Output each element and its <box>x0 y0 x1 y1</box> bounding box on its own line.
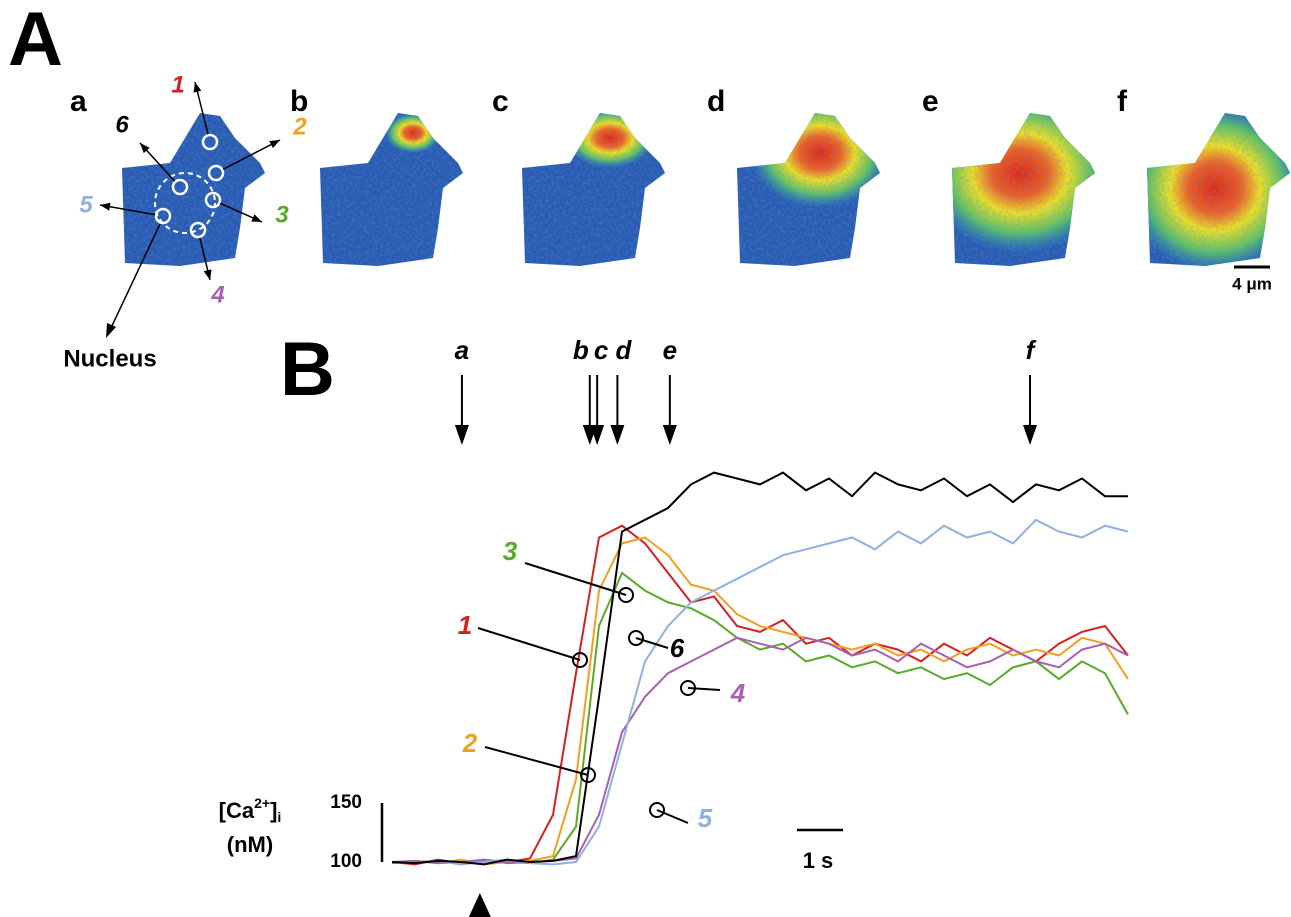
frame-label: c <box>594 335 609 365</box>
callout-line <box>524 562 627 596</box>
callout-line <box>477 627 581 661</box>
trace <box>391 571 1129 866</box>
cell-image <box>122 113 265 266</box>
cell-image <box>1147 113 1290 266</box>
arrow-head <box>193 82 202 93</box>
trace <box>391 518 1129 866</box>
image-label: f <box>1117 85 1128 118</box>
panel-label: B <box>280 327 335 412</box>
speckle <box>122 113 265 266</box>
frame-label: e <box>663 335 677 365</box>
roi-label: 6 <box>115 111 129 138</box>
callout-circle <box>649 802 665 818</box>
callout-circle <box>580 767 596 783</box>
trace <box>391 471 1128 866</box>
callout-circle <box>572 652 588 668</box>
roi-label: 2 <box>292 113 307 140</box>
speckle <box>522 113 665 266</box>
frame-label: b <box>573 335 589 365</box>
y-label-part: i <box>277 809 281 825</box>
arrow-head <box>269 140 280 149</box>
image-label: c <box>492 85 509 118</box>
roi <box>207 164 225 182</box>
image-label: a <box>70 85 87 118</box>
arrow-head <box>610 425 625 445</box>
callout-line <box>656 809 689 824</box>
frame-label: a <box>455 335 469 365</box>
arrow-head <box>106 323 116 338</box>
frame-label: d <box>615 335 632 365</box>
trace <box>391 636 1129 865</box>
image-label: e <box>922 85 939 118</box>
trace <box>391 524 1129 866</box>
cell <box>522 113 665 266</box>
y-label: [Ca2+]i <box>219 795 282 825</box>
cell-image <box>320 113 463 266</box>
roi <box>171 178 189 196</box>
cell <box>737 113 880 266</box>
arrow-head <box>251 214 262 222</box>
arrow-head <box>454 425 469 445</box>
trace-label: 5 <box>698 803 713 833</box>
arrow-head <box>1023 425 1038 445</box>
cell-image <box>952 113 1095 266</box>
nucleus-label: Nucleus <box>63 345 156 372</box>
arrow-head <box>203 269 212 280</box>
cell <box>952 113 1095 266</box>
arrow-head <box>662 425 677 445</box>
roi-arrow <box>222 139 281 171</box>
y-label-part: 2+ <box>254 795 270 811</box>
cell <box>1147 113 1290 266</box>
roi-label: 5 <box>79 191 93 218</box>
roi <box>204 191 222 209</box>
y-tick-label: 150 <box>330 792 362 813</box>
nucleus-arrow <box>109 223 161 331</box>
callout-circle <box>618 587 634 603</box>
cell-image <box>737 113 880 266</box>
panel-label: A <box>8 0 63 82</box>
image-label: b <box>290 85 308 118</box>
roi-label: 1 <box>171 71 184 98</box>
roi <box>189 221 207 239</box>
stimulus-arrow <box>468 893 491 917</box>
callout-circle <box>680 680 696 696</box>
cell <box>122 113 265 266</box>
arrow-head <box>100 202 111 211</box>
speckle <box>952 113 1095 266</box>
callout-line <box>635 637 669 649</box>
scale-bar-label: 4 μm <box>1232 274 1272 293</box>
roi-label: 4 <box>210 281 224 308</box>
trace-label: 4 <box>730 678 746 708</box>
frame-label: f <box>1026 335 1037 365</box>
trace-label: 6 <box>670 633 685 663</box>
x-scale-label: 1 s <box>803 848 834 873</box>
callout-line <box>484 746 589 776</box>
roi <box>154 207 172 225</box>
arrow-head <box>140 143 150 154</box>
trace-label: 1 <box>458 610 472 640</box>
trace <box>391 536 1129 866</box>
roi <box>201 133 219 151</box>
arrow-head <box>590 425 605 445</box>
callout-line <box>687 687 721 691</box>
cell <box>320 113 463 266</box>
callout-circle <box>628 630 644 646</box>
trace-label: 3 <box>503 536 518 566</box>
speckle <box>737 113 880 266</box>
y-tick-label: 100 <box>330 851 362 872</box>
images: 1 2 3 4 5 6 Nucleus 4 μm <box>63 71 1290 372</box>
y-label-part: ] <box>270 798 277 823</box>
trace-label: 2 <box>462 728 478 758</box>
image-label: d <box>707 85 725 118</box>
roi-label: 3 <box>275 201 289 228</box>
nucleus-outline <box>154 172 216 234</box>
speckle <box>1147 113 1290 266</box>
cell-image <box>522 113 665 266</box>
y-label-unit: (nM) <box>227 832 273 857</box>
y-label-part: [Ca <box>219 798 255 823</box>
speckle <box>320 113 463 266</box>
